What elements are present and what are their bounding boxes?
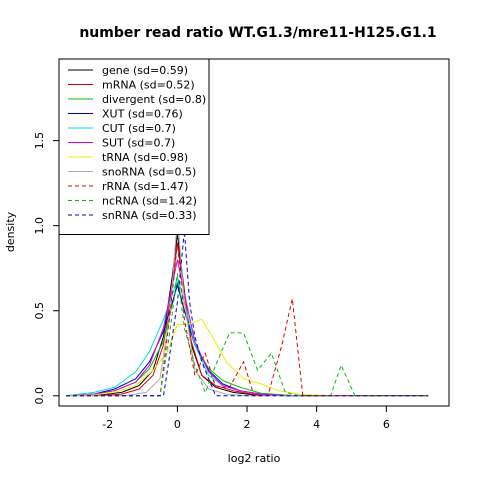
legend-entry-5: SUT (sd=0.7) [102,137,175,150]
legend-entry-8: rRNA (sd=1.47) [102,180,188,193]
y-axis-label: density [4,211,17,252]
legend-entry-2: divergent (sd=0.8) [102,93,206,106]
series-line-5 [65,259,429,397]
series-line-2 [65,281,429,397]
series-line-3 [65,283,429,397]
x-tick-label-3: 4 [313,418,320,431]
legend-box [58,58,210,235]
y-tick-label-2: 1.0 [33,217,46,235]
series-line-10 [66,230,429,397]
legend-entry-9: ncRNA (sd=1.42) [102,195,197,208]
legend-entry-1: mRNA (sd=0.52) [102,79,195,92]
legend-entry-3: XUT (sd=0.76) [102,108,183,121]
series-line-0 [65,234,429,397]
legend-entry-10: snRNA (sd=0.33) [102,209,197,222]
y-tick-label-3: 1.5 [33,132,46,150]
series-line-8 [66,242,429,397]
series-line-6 [65,318,429,397]
x-tick-label-1: 0 [174,418,181,431]
chart-title: number read ratio WT.G1.3/mre11-H125.G1.… [79,25,436,41]
x-tick-label-4: 6 [383,418,390,431]
x-axis-label: log2 ratio [228,452,281,465]
legend-entry-6: tRNA (sd=0.98) [102,151,188,164]
legend-entry-4: CUT (sd=0.7) [102,122,176,135]
legend-entry-7: snoRNA (sd=0.5) [102,166,196,179]
x-axis: -2 0 2 4 6 [102,406,390,431]
legend-entry-0: gene (sd=0.59) [102,64,188,77]
x-tick-label-0: -2 [102,418,113,431]
series-line-7 [66,217,429,397]
x-tick-label-2: 2 [244,418,251,431]
y-tick-label-1: 0.5 [33,302,46,320]
series-line-1 [65,242,429,397]
plot-lines [65,217,429,397]
legend: gene (sd=0.59) mRNA (sd=0.52)divergent (s… [58,58,210,235]
y-axis: 0.0 0.5 1.0 1.5 [33,132,59,405]
series-line-9 [66,273,429,397]
y-tick-label-0: 0.0 [33,387,46,405]
series-line-4 [65,274,429,397]
